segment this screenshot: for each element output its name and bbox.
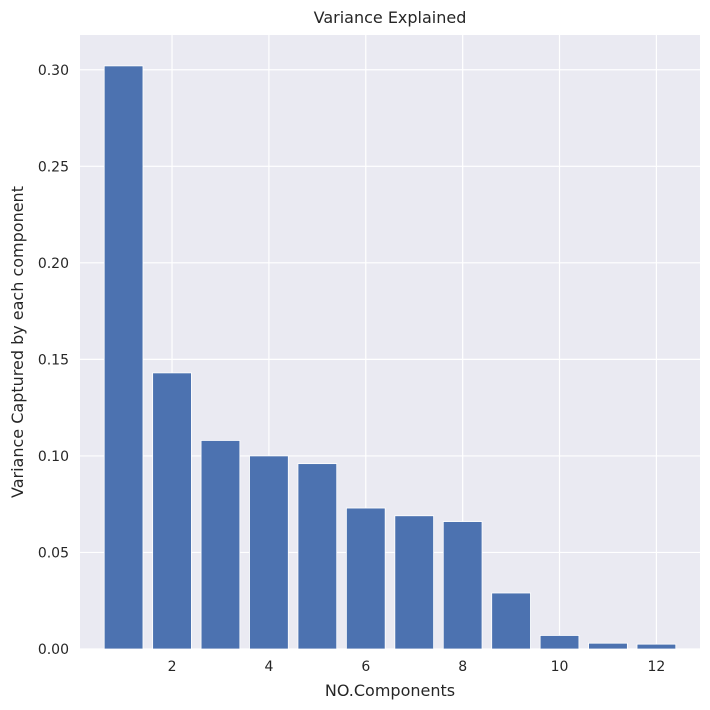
x-tick-label: 4: [264, 659, 273, 675]
x-axis-label: NO.Components: [325, 681, 455, 700]
x-tick-label: 6: [361, 659, 370, 675]
y-axis-label: Variance Captured by each component: [8, 186, 27, 498]
bar-component-7: [394, 515, 434, 650]
bar-component-12: [636, 643, 677, 650]
bar-component-10: [539, 635, 580, 650]
y-tick-label: 0.10: [38, 449, 69, 465]
x-tick-label: 10: [551, 659, 569, 675]
bar-component-4: [249, 455, 289, 650]
bar-component-9: [491, 592, 531, 650]
y-tick-label: 0.30: [38, 63, 69, 79]
bar-component-6: [346, 507, 386, 650]
bar-component-5: [297, 463, 338, 650]
y-tick-label: 0.20: [38, 256, 69, 272]
x-tick-labels: 2 4 6 8 10 12: [168, 659, 666, 675]
y-tick-label: 0.05: [38, 545, 69, 561]
y-tick-label: 0.00: [38, 642, 69, 658]
bar-component-8: [442, 521, 483, 650]
chart-title: Variance Explained: [314, 8, 467, 27]
y-tick-label: 0.15: [38, 352, 69, 368]
bar-component-1: [103, 65, 144, 650]
bar-component-2: [152, 372, 192, 650]
bar-component-3: [200, 440, 241, 650]
bar-component-11: [588, 642, 628, 650]
x-tick-label: 12: [647, 659, 665, 675]
bars: [103, 65, 677, 650]
x-tick-label: 2: [168, 659, 177, 675]
x-tick-label: 8: [458, 659, 467, 675]
y-tick-label: 0.25: [38, 159, 69, 175]
y-tick-labels: 0.00 0.05 0.10 0.15 0.20 0.25 0.30: [38, 63, 69, 658]
